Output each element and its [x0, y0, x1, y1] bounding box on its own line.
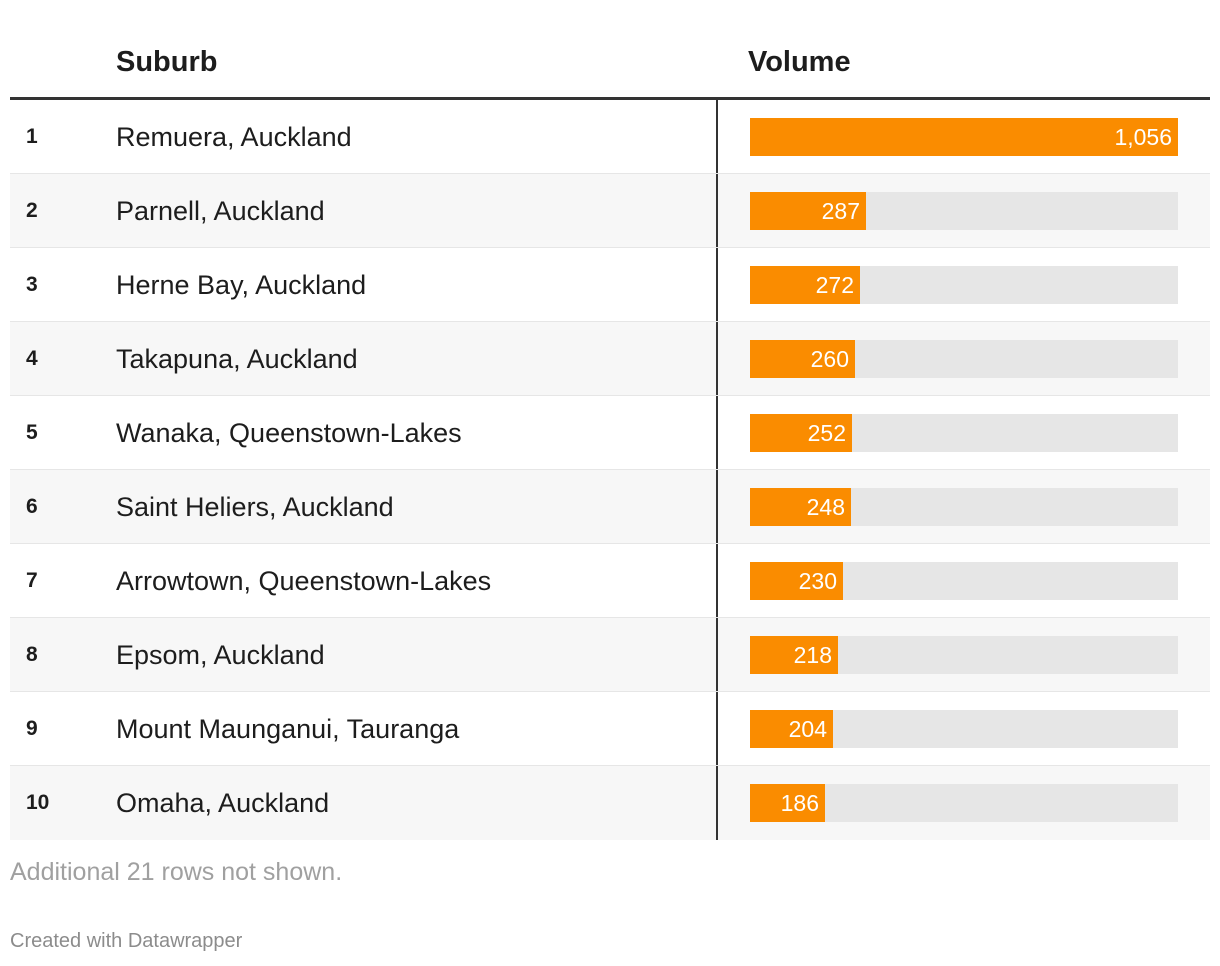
volume-bar: 1,056 — [750, 118, 1178, 156]
volume-value-label: 260 — [810, 346, 849, 372]
table-row: 5 Wanaka, Queenstown-Lakes 252 — [10, 396, 1210, 470]
volume-value-label: 186 — [780, 790, 819, 816]
rows-not-shown-note: Additional 21 rows not shown. — [10, 858, 343, 886]
suburb-cell: Parnell, Auckland — [116, 196, 325, 226]
volume-bar-track: 218 — [750, 636, 1178, 674]
column-header-volume[interactable]: Volume — [748, 46, 851, 78]
suburb-cell: Herne Bay, Auckland — [116, 270, 367, 300]
volume-value-label: 230 — [798, 568, 837, 594]
rank-cell: 7 — [26, 569, 38, 592]
table-row: 3 Herne Bay, Auckland 272 — [10, 248, 1210, 322]
table-row: 1 Remuera, Auckland 1,056 — [10, 100, 1210, 174]
table-row: 8 Epsom, Auckland 218 — [10, 618, 1210, 692]
volume-bar-track: 272 — [750, 266, 1178, 304]
suburb-cell: Remuera, Auckland — [116, 122, 352, 152]
volume-bar: 252 — [750, 414, 852, 452]
volume-bar: 218 — [750, 636, 838, 674]
volume-bar-track: 1,056 — [750, 118, 1178, 156]
volume-value-label: 218 — [793, 642, 832, 668]
volume-bar-track: 186 — [750, 784, 1178, 822]
data-table: Suburb Volume 1 Remuera, Auckland 1,056 2 Pa… — [10, 0, 1210, 840]
column-divider — [716, 618, 718, 691]
suburb-cell: Takapuna, Auckland — [116, 344, 358, 374]
volume-bar-track: 230 — [750, 562, 1178, 600]
volume-value-label: 204 — [788, 716, 827, 742]
rank-cell: 6 — [26, 495, 38, 518]
table-row: 4 Takapuna, Auckland 260 — [10, 322, 1210, 396]
table-row: 7 Arrowtown, Queenstown-Lakes 230 — [10, 544, 1210, 618]
rank-cell: 2 — [26, 199, 38, 222]
volume-bar-track: 252 — [750, 414, 1178, 452]
volume-value-label: 1,056 — [1114, 124, 1172, 150]
rank-cell: 4 — [26, 347, 38, 370]
rank-cell: 5 — [26, 421, 38, 444]
suburb-cell: Epsom, Auckland — [116, 640, 325, 670]
volume-value-label: 252 — [807, 420, 846, 446]
volume-bar: 204 — [750, 710, 833, 748]
suburb-cell: Omaha, Auckland — [116, 788, 330, 818]
column-divider — [716, 248, 718, 321]
rank-cell: 1 — [26, 125, 38, 148]
volume-bar: 248 — [750, 488, 851, 526]
volume-bar: 272 — [750, 266, 860, 304]
datawrapper-credit[interactable]: Created with Datawrapper — [10, 930, 243, 952]
suburb-cell: Wanaka, Queenstown-Lakes — [116, 418, 462, 448]
suburb-cell: Arrowtown, Queenstown-Lakes — [116, 566, 492, 596]
table-row: 6 Saint Heliers, Auckland 248 — [10, 470, 1210, 544]
volume-value-label: 272 — [815, 272, 854, 298]
rank-cell: 9 — [26, 717, 38, 740]
rank-cell: 8 — [26, 643, 38, 666]
column-header-suburb[interactable]: Suburb — [116, 46, 218, 78]
suburb-cell: Saint Heliers, Auckland — [116, 492, 394, 522]
column-divider — [716, 100, 718, 173]
volume-bar-track: 248 — [750, 488, 1178, 526]
table-header: Suburb Volume — [10, 0, 1210, 100]
table-row: 9 Mount Maunganui, Tauranga 204 — [10, 692, 1210, 766]
suburb-cell: Mount Maunganui, Tauranga — [116, 714, 460, 744]
volume-bar-track: 287 — [750, 192, 1178, 230]
column-divider — [716, 544, 718, 617]
column-divider — [716, 396, 718, 469]
column-divider — [716, 322, 718, 395]
rank-cell: 3 — [26, 273, 38, 296]
volume-bar: 260 — [750, 340, 855, 378]
volume-bar-track: 204 — [750, 710, 1178, 748]
column-divider — [716, 766, 718, 840]
volume-bar: 287 — [750, 192, 866, 230]
volume-bar: 230 — [750, 562, 843, 600]
volume-bar-track: 260 — [750, 340, 1178, 378]
volume-bar: 186 — [750, 784, 825, 822]
volume-value-label: 248 — [806, 494, 845, 520]
column-divider — [716, 174, 718, 247]
table-row: 10 Omaha, Auckland 186 — [10, 766, 1210, 840]
table-row: 2 Parnell, Auckland 287 — [10, 174, 1210, 248]
column-divider — [716, 470, 718, 543]
rank-cell: 10 — [26, 791, 50, 814]
column-divider — [716, 692, 718, 765]
table-body: 1 Remuera, Auckland 1,056 2 Parnell, Aucklan… — [10, 100, 1210, 840]
volume-value-label: 287 — [821, 198, 860, 224]
